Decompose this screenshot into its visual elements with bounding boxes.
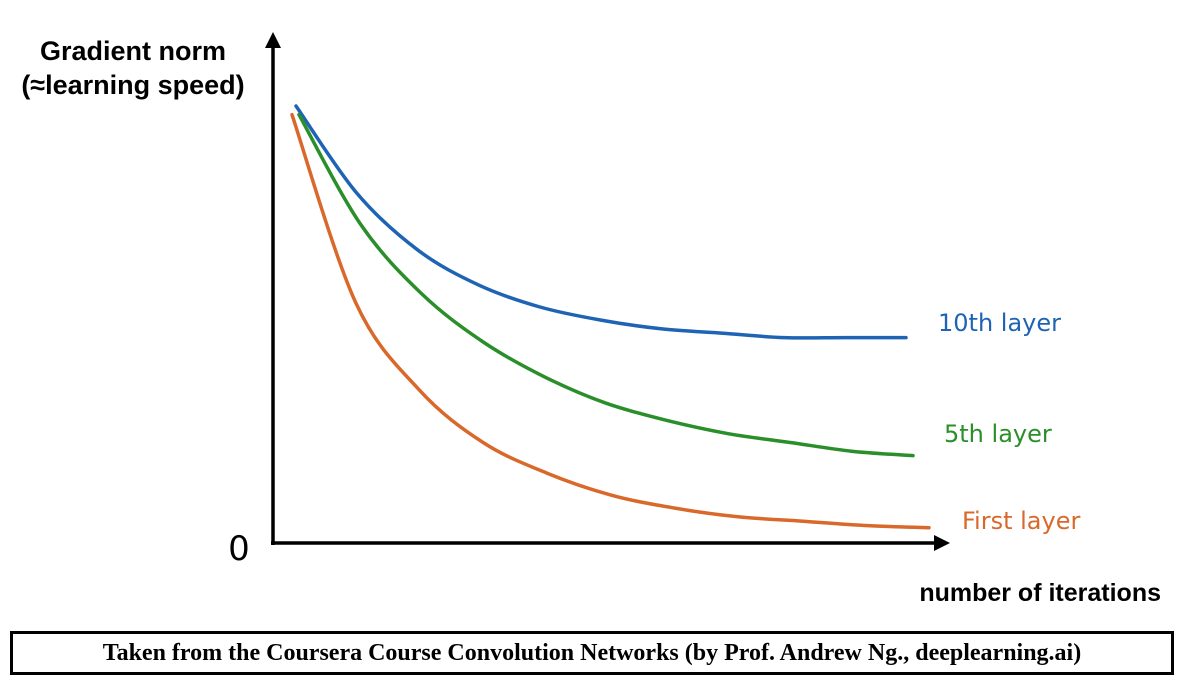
series-line-5th-layer	[297, 112, 915, 458]
y-axis-arrow	[265, 32, 281, 48]
y-axis-label-line2: (≈learning speed)	[21, 70, 244, 100]
x-axis-arrow	[934, 535, 950, 551]
series-label-5th-layer: 5th layer	[944, 420, 1052, 448]
series-label-first-layer: First layer	[962, 507, 1080, 535]
caption: Taken from the Coursera Course Convoluti…	[10, 631, 1174, 675]
series-line-first-layer	[290, 112, 931, 530]
x-axis-label: number of iterations	[919, 579, 1161, 607]
chart: Gradient norm (≈learning speed) 0 number…	[21, 32, 1161, 607]
y-axis-label-line1: Gradient norm	[40, 36, 226, 66]
series-line-10th-layer	[294, 104, 908, 340]
y-tick-zero: 0	[228, 529, 250, 569]
series-label-10th-layer: 10th layer	[938, 309, 1061, 337]
